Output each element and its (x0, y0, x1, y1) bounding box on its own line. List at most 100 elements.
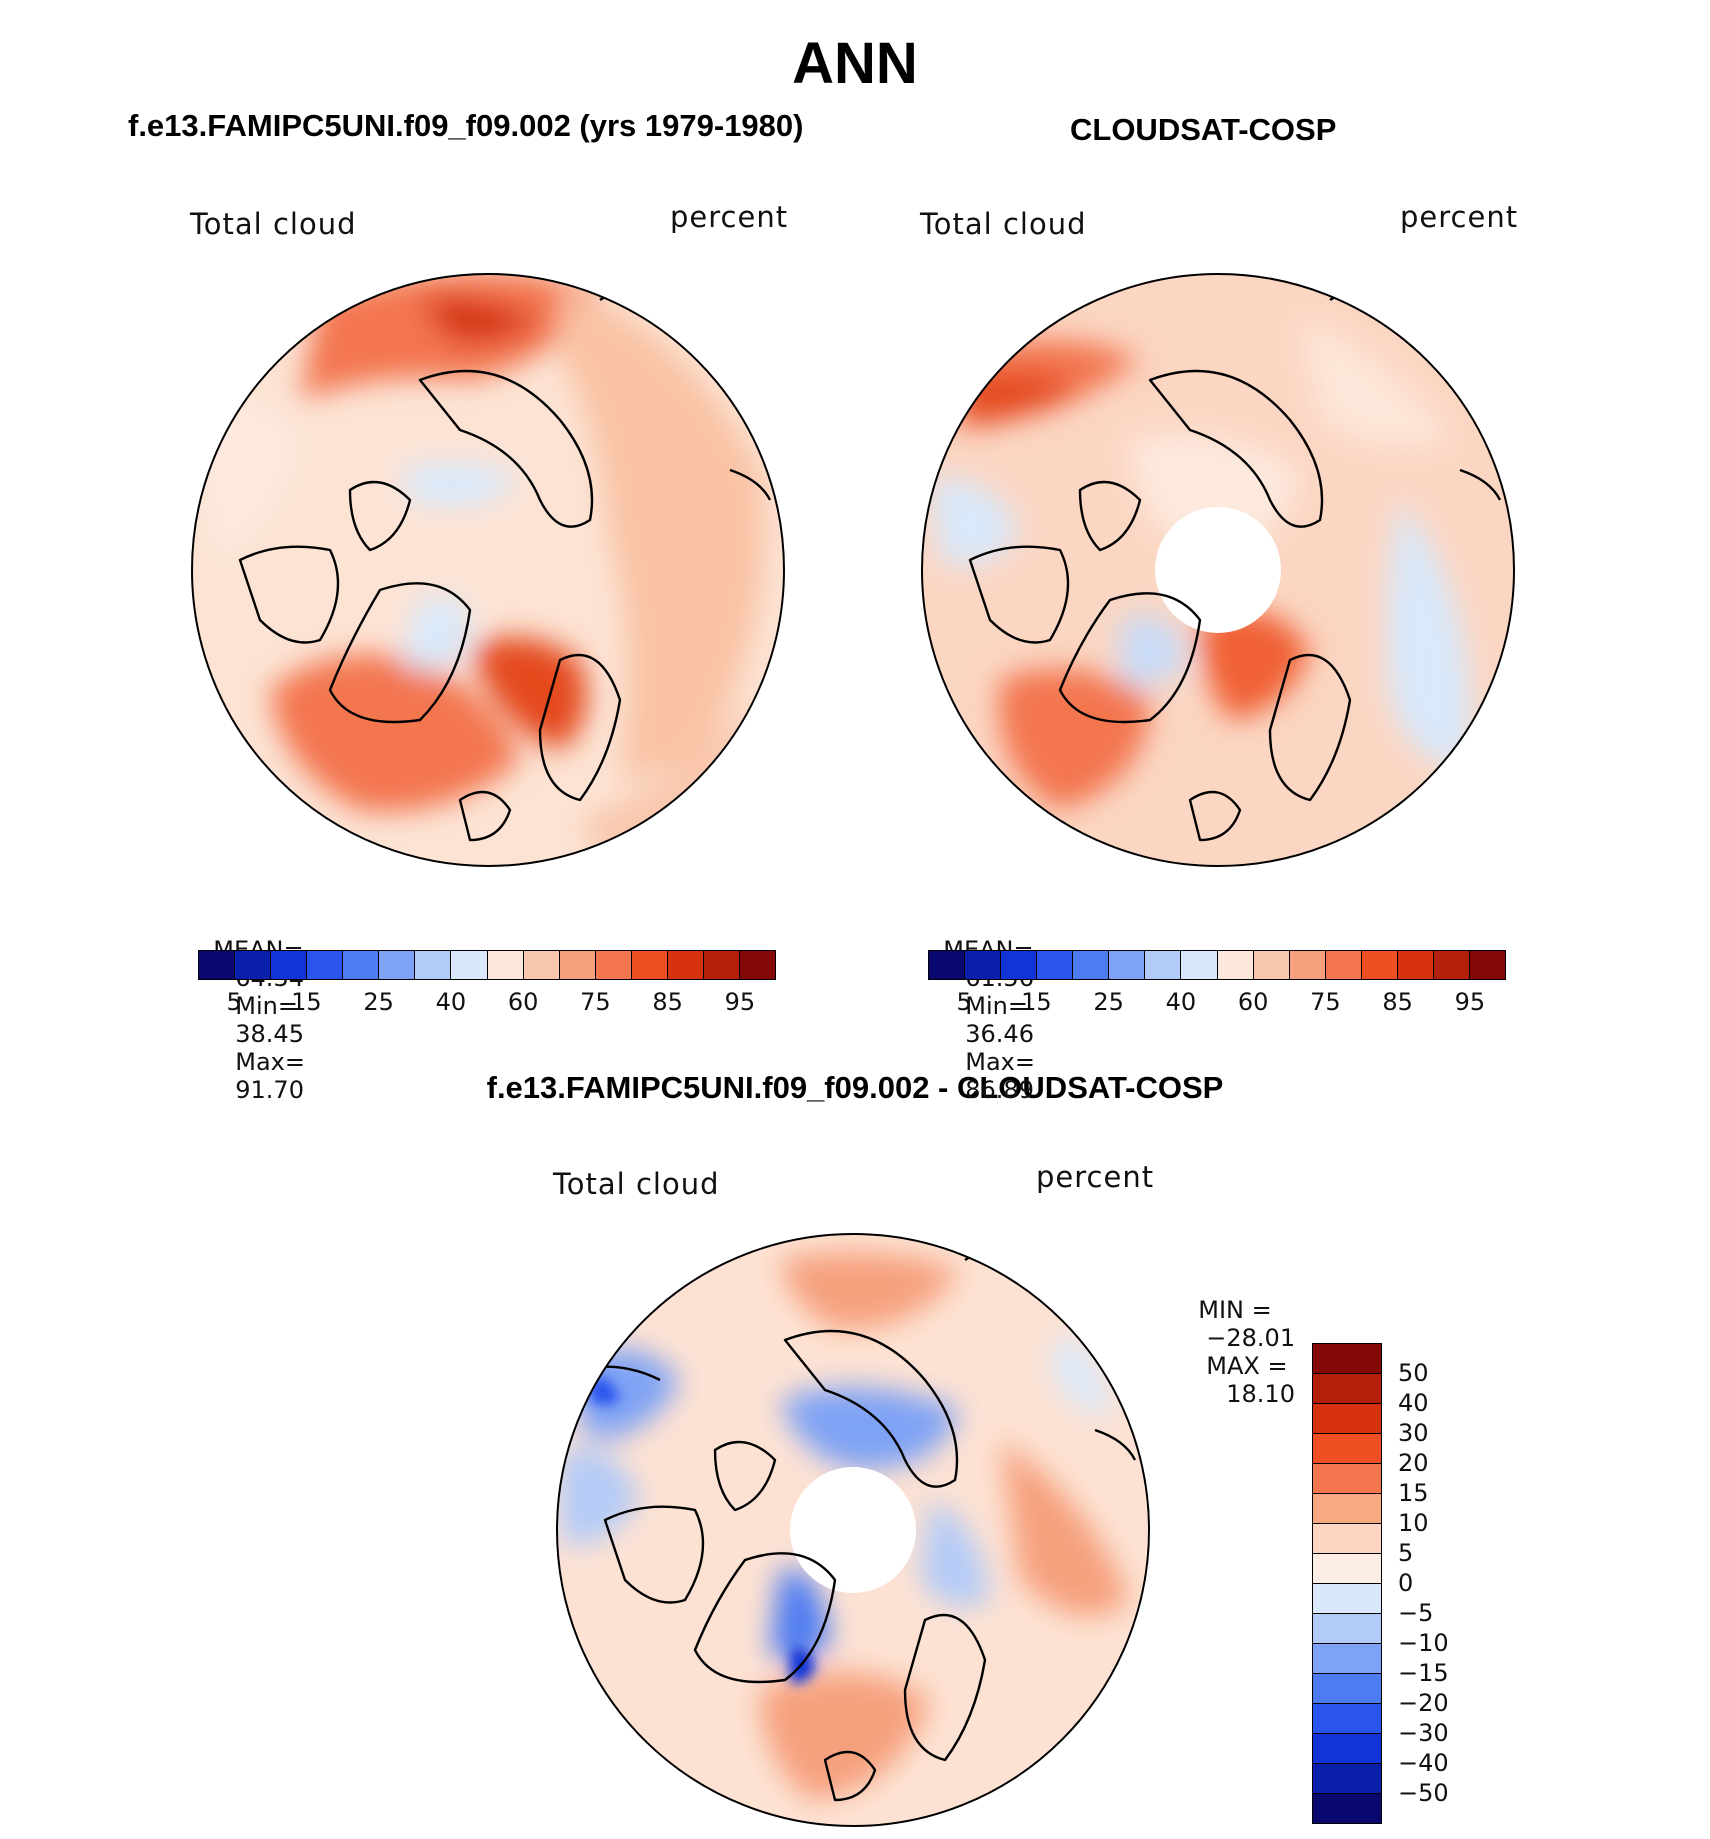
colorbar-tick-label: 25 (1093, 988, 1124, 1016)
colorbar-tick-label: 85 (1382, 988, 1413, 1016)
colorbar-swatch (1361, 951, 1398, 979)
colorbar-swatch (1001, 951, 1038, 979)
colorbar-swatch (1181, 951, 1218, 979)
colorbar-tick-label: 95 (724, 988, 756, 1016)
colorbar-swatch (1313, 1794, 1381, 1823)
colorbar-swatch (667, 951, 704, 979)
colorbar-swatch (1313, 1524, 1381, 1554)
diff-min-label: MIN = (1198, 1296, 1272, 1324)
colorbar-swatch (271, 951, 308, 979)
left-min-value: 38.45 (235, 1020, 304, 1048)
colorbar-tick-label: 25 (363, 988, 394, 1016)
colorbar-swatch (235, 951, 272, 979)
right-min-value: 36.46 (965, 1020, 1034, 1048)
colorbar-tick-label: 20 (1398, 1449, 1429, 1477)
colorbar-swatch (1289, 951, 1326, 979)
left-min-label: Min= (235, 992, 298, 1020)
right-max-value: 86.89 (965, 1076, 1034, 1104)
right-colorbar-swatches (928, 950, 1506, 980)
colorbar-swatch (1469, 951, 1505, 979)
colorbar-swatch (1313, 1374, 1381, 1404)
colorbar-swatch (739, 951, 775, 979)
colorbar-tick-label: −10 (1398, 1629, 1449, 1657)
colorbar-swatch (1313, 1584, 1381, 1614)
colorbar-swatch (1325, 951, 1362, 979)
colorbar-swatch (595, 951, 632, 979)
colorbar-swatch (1397, 951, 1434, 979)
diff-stats: MIN = −28.01 MAX = 18.10 (1183, 1268, 1295, 1408)
main-title: ANN (792, 31, 918, 96)
colorbar-swatch (1253, 951, 1290, 979)
colorbar-tick-label: 75 (1310, 988, 1341, 1016)
colorbar-swatch (965, 951, 1002, 979)
colorbar-swatch (1313, 1464, 1381, 1494)
right-colorbar-ticks: 5 15 25 40 60 75 85 95 (928, 980, 1506, 1020)
colorbar-swatch (1073, 951, 1110, 979)
diff-min-value: −28.01 (1206, 1324, 1296, 1352)
colorbar-tick-label: −20 (1398, 1689, 1449, 1717)
colorbar-tick-label: −15 (1398, 1659, 1449, 1687)
colorbar-swatch (487, 951, 524, 979)
colorbar-tick-label: 40 (1398, 1389, 1429, 1417)
diff-max-label: MAX = (1206, 1352, 1288, 1380)
colorbar-swatch (929, 951, 966, 979)
colorbar-swatch (1433, 951, 1470, 979)
colorbar-tick-label: 95 (1454, 988, 1486, 1016)
colorbar-tick-label: 30 (1398, 1419, 1429, 1447)
colorbar-tick-label: 40 (435, 988, 467, 1016)
right-min-label: Min= (965, 992, 1028, 1020)
colorbar-swatch (1313, 1734, 1381, 1764)
diff-colorbar: 50 40 30 20 15 10 5 0 −5 −10 −15 −20 −30 −40 −50 (1312, 1343, 1449, 1824)
diff-colorbar-swatches (1312, 1343, 1382, 1824)
colorbar-tick-label: 10 (1398, 1509, 1429, 1537)
colorbar-swatch (1313, 1344, 1381, 1374)
colorbar-tick-label: 5 (1398, 1539, 1414, 1567)
diff-colorbar-ticks: 50 40 30 20 15 10 5 0 −5 −10 −15 −20 −30 −40 −50 (1398, 1343, 1488, 1823)
colorbar-swatch (559, 951, 596, 979)
colorbar-tick-label: 15 (1021, 988, 1052, 1016)
colorbar-swatch (1145, 951, 1182, 979)
colorbar-tick-label: −5 (1398, 1599, 1434, 1627)
left-variable-label: Total cloud (190, 207, 357, 241)
colorbar-swatch (1313, 1704, 1381, 1734)
left-max-label: Max= (235, 1048, 305, 1076)
colorbar-tick-label: 5 (956, 988, 972, 1016)
colorbar-swatch (415, 951, 452, 979)
colorbar-tick-label: 15 (1398, 1479, 1429, 1507)
diff-variable-label: Total cloud (553, 1167, 720, 1201)
right-units-label: percent (1400, 200, 1519, 234)
colorbar-tick-label: −30 (1398, 1719, 1449, 1747)
colorbar-tick-label: −50 (1398, 1779, 1449, 1807)
diff-panel-title: f.e13.FAMIPC5UNI.f09_f09.002 - CLOUDSAT-… (486, 1070, 1224, 1105)
colorbar-swatch (1313, 1614, 1381, 1644)
colorbar-swatch (1313, 1764, 1381, 1794)
colorbar-swatch (307, 951, 344, 979)
diff-max-value: 18.10 (1226, 1380, 1295, 1408)
colorbar-tick-label: 60 (1237, 988, 1269, 1016)
colorbar-swatch (1217, 951, 1254, 979)
colorbar-swatch (1109, 951, 1146, 979)
left-colorbar-ticks: 5 15 25 40 60 75 85 95 (198, 980, 776, 1020)
diff-units-label: percent (1036, 1160, 1155, 1194)
colorbar-swatch (1313, 1494, 1381, 1524)
colorbar-swatch (703, 951, 740, 979)
colorbar-swatch (1313, 1404, 1381, 1434)
left-panel-title: f.e13.FAMIPC5UNI.f09_f09.002 (yrs 1979-1… (128, 108, 804, 143)
colorbar-swatch (451, 951, 488, 979)
colorbar-tick-label: 60 (507, 988, 539, 1016)
left-units-label: percent (670, 200, 789, 234)
right-max-label: Max= (965, 1048, 1035, 1076)
colorbar-tick-label: 85 (652, 988, 683, 1016)
right-colorbar: 5 15 25 40 60 75 85 95 (928, 950, 1506, 1020)
right-variable-label: Total cloud (920, 207, 1087, 241)
colorbar-swatch (1313, 1674, 1381, 1704)
colorbar-swatch (523, 951, 560, 979)
left-max-value: 91.70 (235, 1076, 304, 1104)
colorbar-tick-label: 5 (226, 988, 242, 1016)
colorbar-swatch (379, 951, 416, 979)
colorbar-swatch (631, 951, 668, 979)
colorbar-tick-label: −40 (1398, 1749, 1449, 1777)
right-panel-title: CLOUDSAT-COSP (1070, 112, 1337, 147)
